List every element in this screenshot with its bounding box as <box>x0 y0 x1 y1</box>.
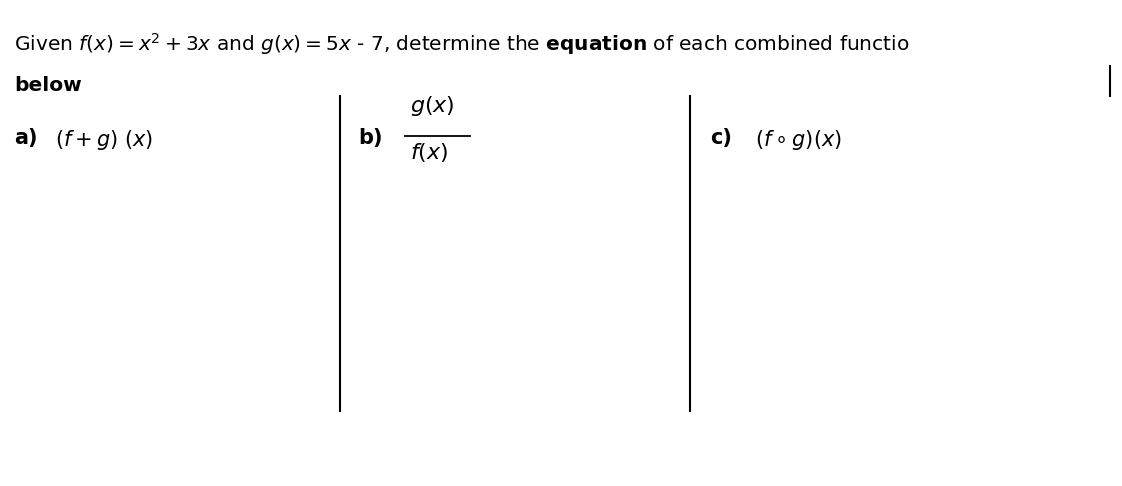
Text: $(f + g)\ (x)$: $(f + g)\ (x)$ <box>55 128 153 152</box>
Text: $f(x)$: $f(x)$ <box>410 141 449 164</box>
Text: $g(x)$: $g(x)$ <box>410 94 454 118</box>
Text: c): c) <box>710 128 732 148</box>
Text: b): b) <box>358 128 383 148</box>
Text: a): a) <box>13 128 37 148</box>
Text: $(f \circ g)(x)$: $(f \circ g)(x)$ <box>755 128 842 152</box>
Text: Given $f(x) = x^2 + 3x$ and $g(x) = 5x$ - $7$, determine the $\mathbf{equation}$: Given $f(x) = x^2 + 3x$ and $g(x) = 5x$ … <box>13 31 910 57</box>
Text: below: below <box>13 76 82 95</box>
